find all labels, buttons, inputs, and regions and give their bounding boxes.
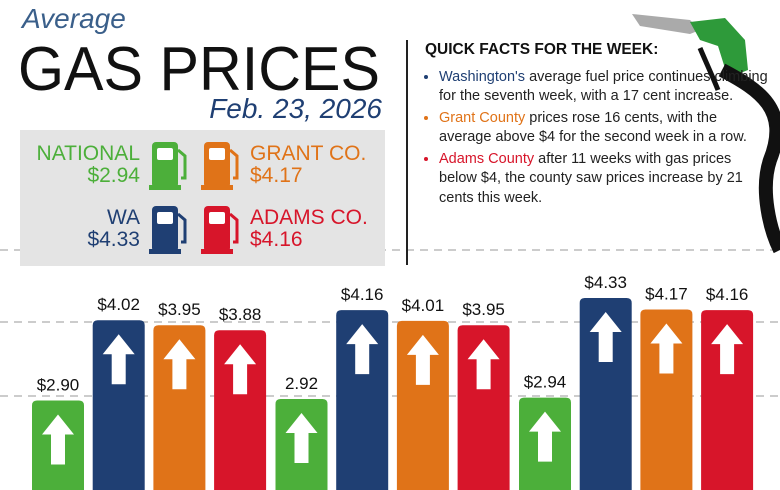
value-label: $2.90 xyxy=(37,375,80,394)
fact: Adams County after 11 weeks with gas pri… xyxy=(439,150,770,209)
bar xyxy=(640,309,693,490)
value-label: $3.88 xyxy=(219,305,262,324)
bar-arrow xyxy=(529,411,561,462)
bar xyxy=(701,310,754,490)
fact-text: average fuel price continues climbing fo… xyxy=(439,68,768,105)
pump-icon xyxy=(201,249,233,254)
value-label: $3.95 xyxy=(158,300,201,319)
legend-price: $2.94 xyxy=(87,164,140,187)
bar-arrow xyxy=(224,344,257,395)
value-label: $3.95 xyxy=(462,300,505,319)
pump-icon xyxy=(149,249,181,254)
bar xyxy=(214,330,267,490)
legend-name: GRANT CO. xyxy=(250,142,366,165)
bar-arrow xyxy=(42,414,74,465)
bar-arrow xyxy=(589,312,622,362)
fact-highlight: Adams County xyxy=(439,150,535,167)
fact-text: after 11 weeks with gas prices below $4,… xyxy=(439,150,743,206)
value-label: $4.01 xyxy=(402,296,445,315)
pump-icon xyxy=(229,212,239,244)
value-label: 2.92 xyxy=(285,374,318,393)
pump-icon xyxy=(157,212,173,224)
legend-name: ADAMS CO. xyxy=(250,206,368,229)
fact-highlight: Grant County xyxy=(439,109,526,126)
bar-arrow xyxy=(467,339,500,390)
nozzle-icon xyxy=(632,14,780,254)
bar-arrow xyxy=(285,413,318,464)
date: Feb. 23, 2026 xyxy=(209,93,382,124)
legend-price: $4.16 xyxy=(250,228,303,251)
bar-arrow xyxy=(102,334,135,385)
legend-box xyxy=(20,130,385,266)
value-label: $4.17 xyxy=(645,284,688,303)
fact-highlight: Washington's xyxy=(439,68,526,85)
value-label: $4.16 xyxy=(341,285,384,304)
fact: Grant County prices rose 16 cents, with … xyxy=(439,109,770,148)
value-label: $4.02 xyxy=(97,295,140,314)
legend-price: $4.17 xyxy=(250,164,303,187)
value-label: $2.94 xyxy=(524,373,567,392)
facts-title: QUICK FACTS FOR THE WEEK: xyxy=(425,41,659,58)
pump-icon xyxy=(201,185,233,190)
bar-arrow xyxy=(163,339,196,390)
legend-name: NATIONAL xyxy=(37,142,140,165)
pump-icon xyxy=(209,212,225,224)
facts-list: Washington's average fuel price continue… xyxy=(425,68,770,209)
bar xyxy=(579,298,632,490)
pump-icon xyxy=(229,148,239,180)
bar-arrow xyxy=(346,324,379,375)
value-label: $4.16 xyxy=(706,285,749,304)
title: GAS PRICES xyxy=(18,35,380,104)
quick-facts: QUICK FACTS FOR THE WEEK: Washington's a… xyxy=(425,40,770,210)
bar xyxy=(92,320,145,490)
pump-icon xyxy=(177,148,187,180)
bar xyxy=(457,325,510,490)
value-label: $4.33 xyxy=(584,273,627,292)
pump-icon xyxy=(209,148,225,160)
bar xyxy=(396,320,449,490)
bar-arrow xyxy=(406,334,439,385)
bar-arrow xyxy=(711,324,744,375)
bar xyxy=(153,325,206,490)
kicker: Average xyxy=(20,3,126,34)
pump-icon xyxy=(149,185,181,190)
legend-name: WA xyxy=(107,206,140,229)
legend-price: $4.33 xyxy=(87,228,140,251)
pump-icon xyxy=(177,212,187,244)
bar xyxy=(336,310,389,490)
bar-arrow xyxy=(650,323,683,374)
pump-icon xyxy=(157,148,173,160)
fact: Washington's average fuel price continue… xyxy=(439,68,770,107)
fact-text: prices rose 16 cents, with the average a… xyxy=(439,109,747,146)
